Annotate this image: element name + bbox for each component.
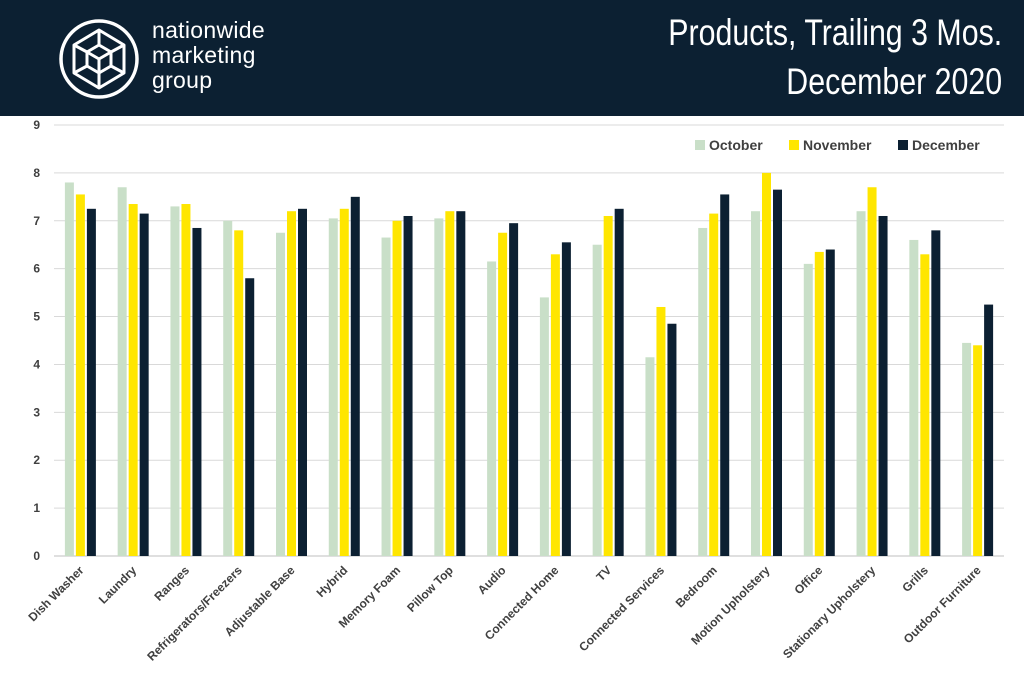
bar-december-connected-home — [561, 242, 571, 557]
bar-october-stationary-upholstery — [856, 211, 866, 556]
bar-october-tv — [592, 244, 602, 556]
bar-december-laundry — [139, 213, 149, 556]
bar-chart: 0 1 2 3 4 5 6 7 8 9 Dish Washer Laundry RangesRefri… — [26, 118, 1004, 664]
bar-october-outdoor-furniture — [962, 342, 972, 556]
logo-icon — [59, 19, 139, 99]
bar-december-hybrid — [350, 196, 360, 556]
y-tick-label: 2 — [33, 453, 40, 467]
bar-november-laundry — [128, 204, 138, 556]
bar-october-pillow-top — [434, 218, 444, 556]
x-tick-label: Hybrid — [314, 563, 351, 600]
logo-wordmark: nationwide marketing group — [152, 18, 265, 93]
bar-november-bedroom — [709, 213, 719, 556]
bar-november-pillow-top — [445, 211, 455, 556]
title-line-2: December 2020 — [786, 61, 1002, 102]
logo-line-3: group — [152, 67, 213, 93]
bar-december-adjustable-base — [298, 208, 307, 557]
bar-november-grills — [920, 254, 930, 557]
bar-october-audio — [487, 261, 497, 556]
bar-november-hybrid — [339, 208, 349, 557]
bar-december-office — [825, 249, 835, 556]
y-tick-label: 4 — [33, 357, 40, 371]
y-tick-label: 1 — [33, 501, 40, 515]
header-banner: nationwide marketing group Products, Tra… — [0, 0, 1024, 116]
y-axis: 0 1 2 3 4 5 6 7 8 9 — [33, 118, 40, 563]
page-title: Products, Trailing 3 Mos. December 2020 — [668, 8, 1002, 106]
grid-lines — [54, 124, 1004, 557]
x-tick-label: Audio — [475, 563, 509, 597]
bar-december-tv — [614, 208, 624, 557]
y-tick-label: 7 — [33, 214, 40, 228]
bar-november-outdoor-furniture — [973, 345, 983, 556]
legend-swatch-november — [789, 140, 799, 150]
bar-november-memory-foam — [392, 220, 402, 556]
bar-october-laundry — [117, 187, 127, 556]
bar-december-memory-foam — [403, 215, 413, 556]
x-tick-label: Bedroom — [673, 563, 720, 610]
y-tick-label: 6 — [33, 262, 40, 276]
bar-december-dish-washer — [86, 208, 96, 557]
x-tick-label: Pillow Top — [404, 563, 456, 615]
y-tick-label: 9 — [33, 118, 40, 132]
bar-october-dish-washer — [64, 182, 74, 556]
bar-october-connected-home — [539, 297, 549, 556]
bar-october-motion-upholstery — [751, 211, 760, 556]
bar-october-ranges — [170, 206, 180, 556]
bar-december-audio — [509, 223, 519, 556]
bar-october-connected-services — [645, 357, 655, 556]
legend-swatch-october — [695, 140, 705, 150]
bar-october-grills — [909, 239, 919, 556]
bar-december-stationary-upholstery — [878, 215, 888, 556]
bar-december-ranges — [192, 227, 202, 556]
bar-november-adjustable-base — [287, 211, 296, 556]
x-axis-labels: Dish Washer Laundry RangesRefrigerators/Fr… — [26, 563, 984, 664]
legend: October November December — [695, 137, 980, 153]
bar-november-audio — [498, 232, 508, 556]
bar-november-tv — [603, 215, 613, 556]
legend-label-october: October — [709, 137, 763, 153]
bar-december-outdoor-furniture — [984, 304, 994, 556]
y-tick-label: 5 — [33, 310, 40, 324]
bar-december-pillow-top — [456, 211, 466, 556]
bar-november-motion-upholstery — [762, 172, 771, 556]
bar-november-ranges — [181, 204, 191, 556]
y-tick-label: 3 — [33, 405, 40, 419]
bar-december-grills — [931, 230, 941, 556]
bar-november-stationary-upholstery — [867, 187, 877, 556]
x-tick-label: TV — [594, 563, 615, 584]
bar-december-motion-upholstery — [773, 189, 782, 556]
title-line-1: Products, Trailing 3 Mos. — [668, 12, 1002, 53]
bar-october-memory-foam — [381, 237, 391, 556]
bar-december-connected-services — [667, 323, 677, 556]
x-tick-label: Office — [791, 563, 825, 597]
bar-november-refrigerators-freezers — [234, 230, 244, 556]
logo-line-2: marketing — [152, 42, 256, 68]
y-tick-label: 0 — [33, 549, 40, 563]
legend-label-december: December — [912, 137, 980, 153]
y-tick-label: 8 — [33, 166, 40, 180]
bar-november-office — [814, 251, 824, 556]
x-tick-label: Dish Washer — [26, 563, 87, 624]
bar-december-refrigerators-freezers — [245, 278, 255, 556]
bar-december-bedroom — [720, 194, 730, 556]
bars — [64, 172, 994, 557]
legend-swatch-december — [898, 140, 908, 150]
logo-line-1: nationwide — [152, 17, 265, 43]
x-tick-label: Laundry — [96, 563, 140, 607]
bar-october-hybrid — [328, 218, 338, 556]
bar-october-office — [803, 263, 813, 556]
legend-label-november: November — [803, 137, 872, 153]
x-tick-label: Stationary Upholstery — [780, 563, 878, 661]
bar-october-bedroom — [698, 227, 708, 556]
x-tick-label: Grills — [899, 563, 931, 595]
bar-november-connected-home — [550, 254, 560, 557]
x-tick-label: Connected Services — [576, 563, 667, 654]
bar-november-connected-services — [656, 306, 666, 556]
x-tick-label: Refrigerators/Freezers — [144, 563, 245, 664]
bar-october-adjustable-base — [276, 232, 285, 556]
bar-october-refrigerators-freezers — [223, 220, 233, 556]
x-tick-label: Ranges — [152, 563, 193, 604]
bar-november-dish-washer — [75, 194, 85, 556]
